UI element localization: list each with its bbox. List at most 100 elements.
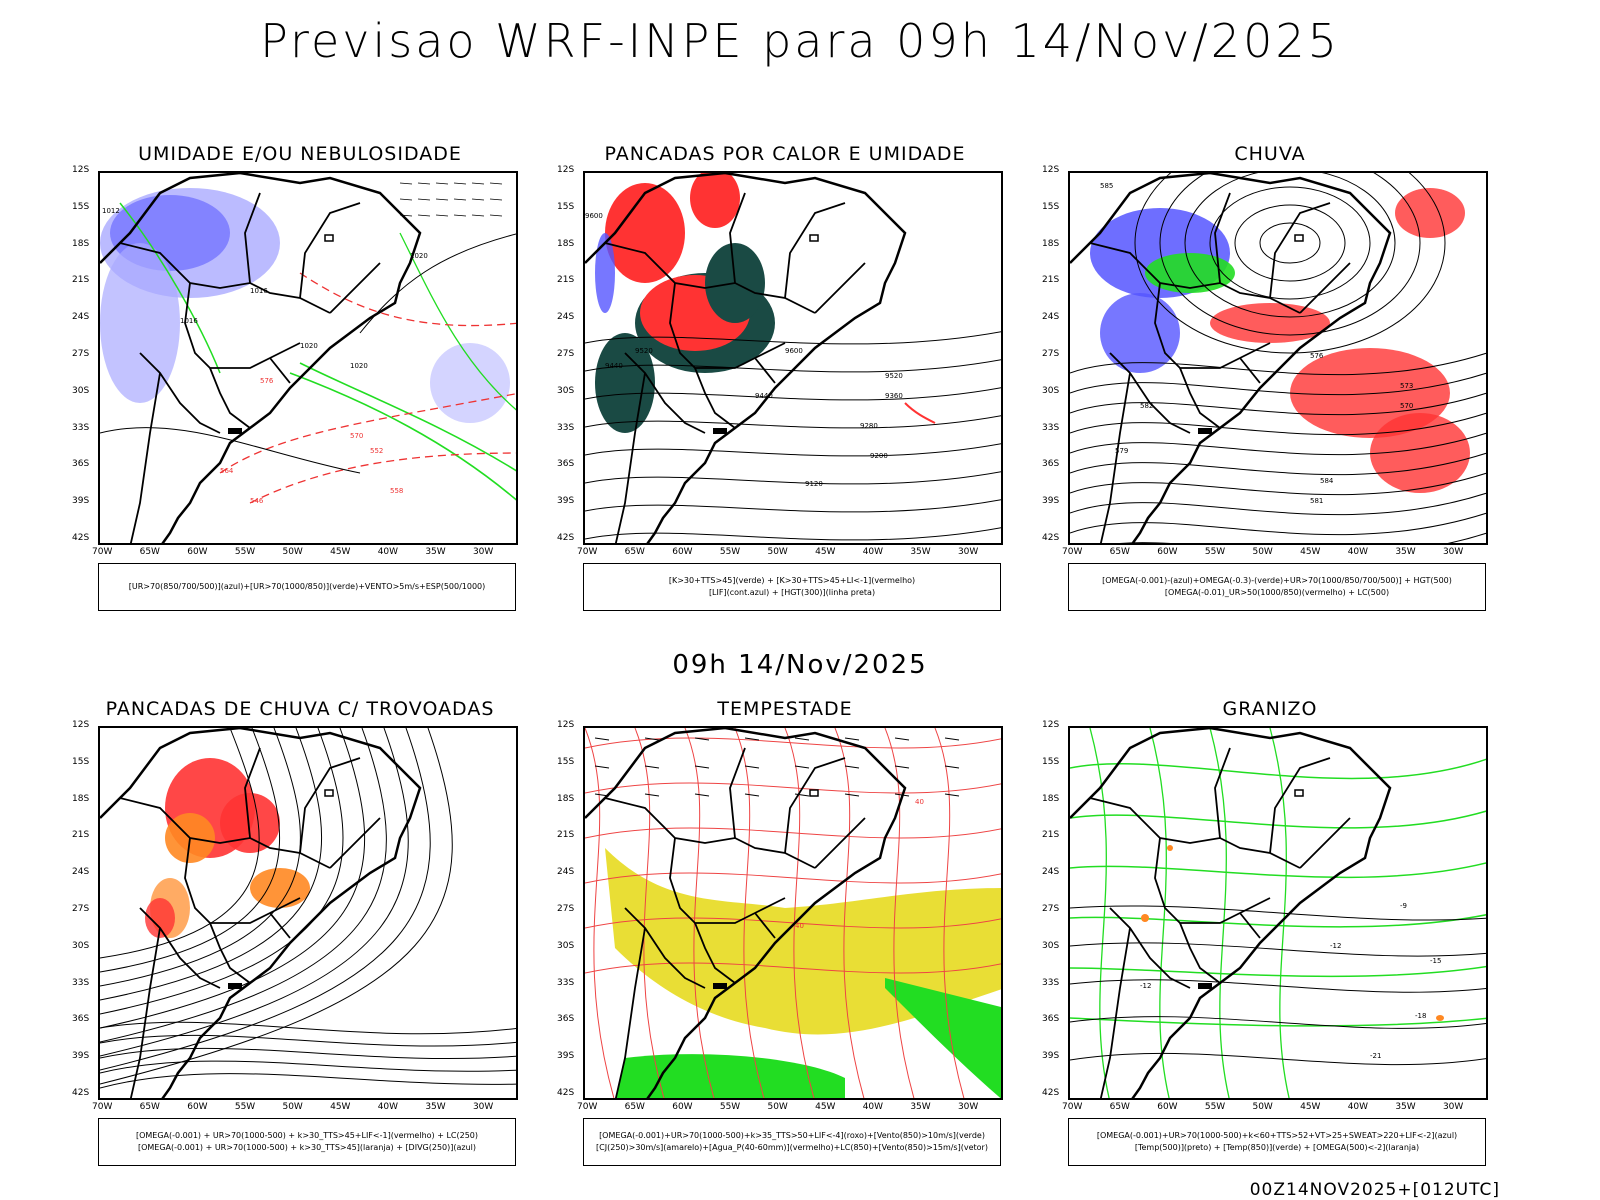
svg-text:-21: -21 bbox=[1370, 1052, 1381, 1060]
lat-tick-label: 21S bbox=[1042, 275, 1060, 286]
lon-tick-label: 45W bbox=[815, 1102, 836, 1112]
lon-tick-label: 35W bbox=[910, 1102, 931, 1112]
lon-tick-label: 50W bbox=[1252, 1102, 1273, 1112]
lon-tick-label: 45W bbox=[330, 547, 351, 557]
lon-tick-label: 40W bbox=[862, 1102, 884, 1112]
lat-tick-label: 42S bbox=[557, 533, 575, 543]
map-canvas: 585 582 579 576 573 570 584 581 bbox=[1070, 173, 1486, 543]
svg-text:1020: 1020 bbox=[300, 342, 318, 350]
svg-text:584: 584 bbox=[1320, 477, 1334, 485]
svg-text:9360: 9360 bbox=[885, 392, 903, 400]
svg-text:573: 573 bbox=[1400, 382, 1413, 390]
forecast-map: 9600 9520 9440 9600 9520 9440 9360 9280 9200 9120 bbox=[583, 171, 1003, 545]
svg-text:576: 576 bbox=[1310, 352, 1324, 360]
lat-tick-label: 42S bbox=[72, 1088, 90, 1098]
lat-tick-label: 15S bbox=[1042, 201, 1060, 212]
lon-tick-label: 60W bbox=[672, 547, 693, 557]
lon-tick-label: 55W bbox=[719, 1102, 741, 1112]
lon-tick-label: 65W bbox=[1109, 1102, 1130, 1112]
lon-tick-label: 30W bbox=[472, 547, 494, 557]
lon-tick-label: 65W bbox=[139, 547, 160, 557]
subtitle: 09h 14/Nov/2025 bbox=[672, 650, 928, 680]
lon-tick-label: 65W bbox=[624, 547, 645, 557]
lon-tick-label: 60W bbox=[187, 547, 208, 557]
legend-box: [OMEGA(-0.001) + UR>70(1000-500) + k>30_… bbox=[98, 1118, 516, 1166]
legend-line: [OMEGA(-0.001) + UR>70(1000-500) + k>30_… bbox=[137, 1143, 477, 1152]
lon-tick-label: 40W bbox=[1347, 1102, 1369, 1112]
lat-tick-label: 21S bbox=[557, 830, 575, 841]
panel-tempestade: TEMPESTADE 40 40 12S 15S 18S 21S 24S 27S 30S 33S 36… bbox=[557, 698, 1005, 1170]
legend-line: [OMEGA(-0.01)_UR>50(1000/850)(vermelho) … bbox=[1164, 588, 1390, 597]
panel-trovoadas: PANCADAS DE CHUVA C/ TROVOADAS 12S 15S 18S 2… bbox=[72, 698, 520, 1170]
svg-text:581: 581 bbox=[1310, 497, 1323, 505]
svg-text:582: 582 bbox=[1140, 402, 1153, 410]
svg-text:546: 546 bbox=[250, 497, 264, 505]
lon-tick-label: 65W bbox=[624, 1102, 645, 1112]
lat-tick-label: 36S bbox=[72, 1014, 90, 1025]
svg-text:558: 558 bbox=[390, 487, 403, 495]
lat-tick-label: 39S bbox=[557, 496, 575, 507]
panel-title: CHUVA bbox=[1234, 143, 1306, 165]
lon-tick-label: 40W bbox=[1347, 547, 1369, 557]
legend-line: [UR>70(850/700/500)](azul)+[UR>70(1000/8… bbox=[128, 582, 486, 591]
legend-line: [Temp(500)](preto) + [Temp(850)](verde) … bbox=[1134, 1143, 1420, 1152]
lat-tick-label: 36S bbox=[557, 1014, 575, 1025]
panel-title: TEMPESTADE bbox=[717, 698, 853, 720]
lon-tick-label: 40W bbox=[377, 547, 399, 557]
lat-tick-label: 33S bbox=[72, 422, 90, 433]
lat-tick-label: 36S bbox=[1042, 459, 1060, 470]
lon-tick-label: 65W bbox=[139, 1102, 160, 1112]
lat-tick-label: 18S bbox=[557, 238, 575, 249]
lat-tick-label: 27S bbox=[1042, 349, 1060, 359]
legend-box: [OMEGA(-0.001)-(azul)+OMEGA(-0.3)-(verde… bbox=[1068, 563, 1486, 611]
lon-tick-label: 55W bbox=[1204, 1102, 1226, 1112]
lon-tick-label: 60W bbox=[187, 1102, 208, 1112]
lat-tick-label: 21S bbox=[557, 275, 575, 286]
lat-tick-label: 24S bbox=[72, 312, 90, 323]
panel-pancadas-calor: PANCADAS POR CALOR E UMIDADE 9600 9520 9440… bbox=[557, 143, 1005, 615]
lat-tick-label: 30S bbox=[72, 385, 90, 396]
map-canvas: 1012 1016 1020 1016 1020 1020 576 570 564 558 552 5… bbox=[100, 173, 516, 543]
lat-tick-label: 39S bbox=[1042, 496, 1060, 507]
forecast-map bbox=[98, 726, 518, 1100]
lat-tick-label: 36S bbox=[1042, 1014, 1060, 1025]
lat-tick-label: 15S bbox=[1042, 756, 1060, 767]
run-timestamp: 00Z14NOV2025+[012UTC] bbox=[1249, 1180, 1500, 1200]
lon-tick-label: 35W bbox=[1395, 547, 1416, 557]
map-canvas bbox=[100, 728, 516, 1098]
lat-tick-label: 18S bbox=[557, 793, 575, 804]
svg-text:579: 579 bbox=[1115, 447, 1128, 455]
lat-tick-label: 30S bbox=[557, 940, 575, 951]
lat-tick-label: 33S bbox=[72, 977, 90, 988]
lat-tick-label: 36S bbox=[557, 459, 575, 470]
svg-text:552: 552 bbox=[370, 447, 383, 455]
panel-umidade: UMIDADE E/OU NEBULOSIDADE 1012 1016 1020 101… bbox=[72, 143, 520, 615]
lat-tick-label: 12S bbox=[557, 165, 575, 175]
lat-tick-label: 27S bbox=[557, 349, 575, 359]
lat-tick-label: 39S bbox=[1042, 1051, 1060, 1062]
svg-text:-9: -9 bbox=[1400, 902, 1407, 910]
svg-text:9120: 9120 bbox=[805, 480, 823, 488]
lat-tick-label: 27S bbox=[72, 904, 90, 914]
panel-chuva: CHUVA 585 582 579 576 573 570 584 581 12S 15S 18S 21… bbox=[1042, 143, 1490, 615]
lon-tick-label: 30W bbox=[472, 1102, 494, 1112]
lon-tick-label: 70W bbox=[1062, 1102, 1083, 1112]
lon-tick-label: 50W bbox=[282, 547, 303, 557]
svg-text:9600: 9600 bbox=[785, 347, 803, 355]
lon-tick-label: 70W bbox=[92, 547, 113, 557]
lat-tick-label: 30S bbox=[557, 385, 575, 396]
svg-text:-18: -18 bbox=[1415, 1012, 1426, 1020]
svg-text:9440: 9440 bbox=[755, 392, 773, 400]
lon-tick-label: 30W bbox=[1442, 1102, 1464, 1112]
forecast-map: 1012 1016 1020 1016 1020 1020 576 570 564 558 552 5… bbox=[98, 171, 518, 545]
lon-tick-label: 45W bbox=[330, 1102, 351, 1112]
lat-tick-label: 36S bbox=[72, 459, 90, 470]
svg-text:9600: 9600 bbox=[585, 212, 603, 220]
lat-tick-label: 18S bbox=[1042, 238, 1060, 249]
lon-tick-label: 70W bbox=[92, 1102, 113, 1112]
lon-tick-label: 50W bbox=[1252, 547, 1273, 557]
svg-text:564: 564 bbox=[220, 467, 234, 475]
legend-box: [OMEGA(-0.001)+UR>70(1000-500)+k<60+TTS>… bbox=[1068, 1118, 1486, 1166]
legend-line: [OMEGA(-0.001)+UR>70(1000-500)+k<60+TTS>… bbox=[1096, 1131, 1458, 1140]
lat-tick-label: 33S bbox=[557, 977, 575, 988]
